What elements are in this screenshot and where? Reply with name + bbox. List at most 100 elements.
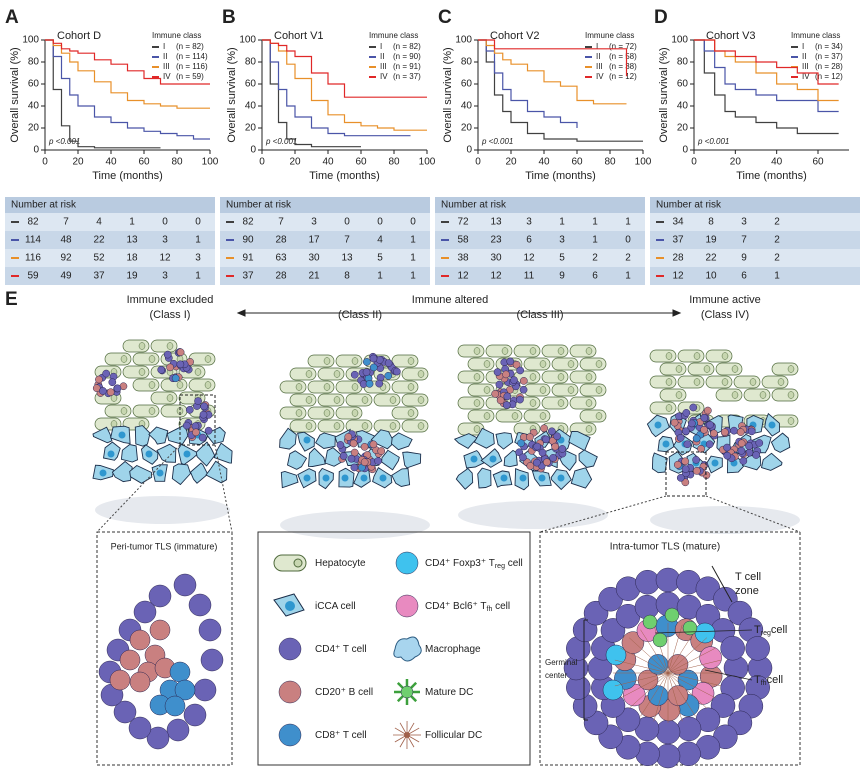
class-title: Immune excluded [127, 294, 214, 306]
risk-count: 1 [129, 217, 135, 228]
risk-count: 13 [126, 235, 138, 246]
tissue-shadow [95, 496, 230, 524]
cell [174, 679, 196, 701]
icon [285, 601, 295, 611]
cell [694, 622, 716, 644]
risk-count: 0 [195, 217, 201, 228]
icca-nucleus [303, 436, 311, 444]
hepatocyte-nucleus [148, 381, 156, 389]
cell [198, 618, 222, 642]
cell-label-tail: cell [767, 674, 784, 686]
zoom-box [179, 394, 216, 446]
cell [745, 636, 770, 661]
cell [133, 600, 157, 624]
cell [706, 420, 714, 429]
risk-count: 0 [344, 217, 350, 228]
icca-cell [286, 450, 308, 470]
cell [670, 418, 679, 427]
icca-nucleus [99, 469, 107, 477]
cell [146, 726, 170, 750]
legend-label-text: CD4⁺ T cell [315, 644, 367, 655]
icca-cell [129, 464, 153, 484]
cell [519, 385, 528, 394]
risk-header: Number at risk [441, 200, 507, 211]
legend-label: I [380, 42, 382, 51]
cell [164, 695, 186, 717]
peri-title: Peri-tumor TLS (immature) [111, 541, 218, 551]
cell [166, 718, 190, 742]
risk-count: 5 [559, 253, 565, 264]
legend-n: (n = 34) [815, 42, 843, 51]
cell [400, 685, 414, 699]
hepatocyte-nucleus [473, 373, 481, 381]
p-value: p <0.001 [697, 137, 729, 146]
hepatocyte-nucleus [138, 342, 146, 350]
cell [558, 445, 567, 453]
legend-label-text: CD8⁺ T cell [315, 730, 367, 741]
hepatocyte-nucleus [567, 360, 575, 368]
icca-cell [570, 467, 593, 489]
risk-row-bg [5, 267, 215, 285]
cell [737, 439, 746, 448]
risk-count: 37 [93, 271, 105, 282]
cell [723, 451, 732, 460]
cell [360, 458, 369, 467]
x-tick-label: 60 [812, 157, 824, 168]
cell [543, 458, 551, 467]
risk-count: 1 [625, 271, 631, 282]
y-tick-label: 40 [677, 101, 689, 112]
y-tick-label: 0 [466, 145, 472, 156]
cell [700, 425, 708, 434]
cell [99, 387, 107, 395]
hepatocyte-nucleus [333, 370, 341, 378]
cell [365, 379, 374, 388]
class-subtitle: (Class III) [516, 309, 563, 321]
icca-nucleus [156, 469, 164, 477]
risk-count: 30 [490, 253, 502, 264]
cell [692, 434, 701, 443]
x-tick-label: 80 [604, 157, 616, 168]
legend-label-text: Mature DC [425, 687, 473, 698]
legend-n: (n = 12) [815, 72, 843, 81]
hepatocyte-nucleus [665, 404, 673, 412]
risk-count: 18 [126, 253, 138, 264]
cell [128, 716, 152, 740]
icca-nucleus [303, 474, 311, 482]
panel-label: A [5, 7, 19, 28]
legend-title: Immune class [791, 31, 840, 40]
icca-nucleus [489, 455, 497, 463]
zoom-line [539, 495, 801, 533]
tissue-shadow [280, 511, 430, 539]
cell [113, 700, 137, 724]
icca-cell [156, 443, 177, 463]
cell [673, 460, 682, 469]
y-tick-label: 60 [245, 79, 257, 90]
y-tick-label: 80 [245, 57, 257, 68]
risk-count: 12 [159, 253, 171, 264]
icca-cell [279, 427, 297, 450]
legend-n: (n = 28) [815, 62, 843, 71]
class-subtitle: (Class IV) [701, 309, 749, 321]
legend-label: I [163, 42, 165, 51]
cell [519, 377, 528, 385]
risk-count: 1 [625, 217, 631, 228]
hepatocyte-nucleus [665, 378, 673, 386]
cell [605, 644, 627, 666]
cell [129, 629, 151, 651]
cell [602, 679, 624, 701]
risk-count: 23 [490, 235, 502, 246]
cell-label-sub: fh [761, 680, 767, 687]
cell [637, 669, 659, 691]
x-tick-label: 100 [202, 157, 219, 168]
y-tick-label: 0 [250, 145, 256, 156]
legend-label-text: Hepatocyte [315, 558, 366, 569]
cell [347, 454, 356, 463]
cell [369, 363, 378, 372]
hepatocyte-nucleus [675, 365, 683, 373]
risk-count: 1 [377, 271, 383, 282]
hepatocyte-nucleus [407, 383, 415, 391]
icca-cell [308, 447, 326, 467]
risk-count: 58 [457, 235, 469, 246]
risk-count: 3 [162, 271, 168, 282]
cell [502, 370, 510, 379]
